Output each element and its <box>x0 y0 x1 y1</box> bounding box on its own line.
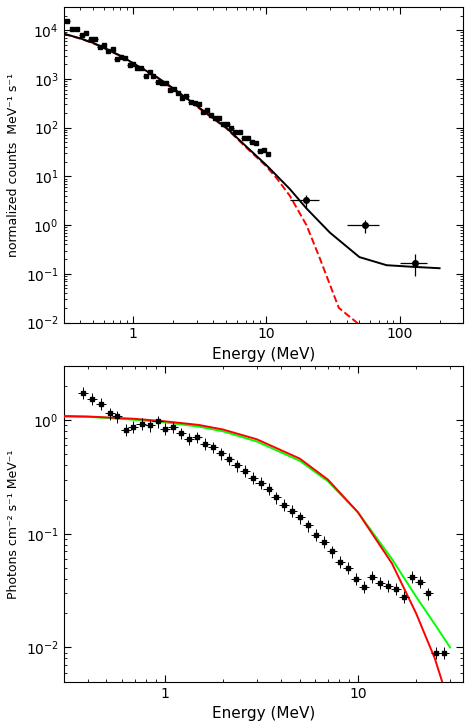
X-axis label: Energy (MeV): Energy (MeV) <box>212 347 315 362</box>
Y-axis label: normalized counts  MeV⁻¹ s⁻¹: normalized counts MeV⁻¹ s⁻¹ <box>7 73 20 257</box>
X-axis label: Energy (MeV): Energy (MeV) <box>212 706 315 721</box>
Y-axis label: Photons cm⁻² s⁻¹ MeV⁻¹: Photons cm⁻² s⁻¹ MeV⁻¹ <box>7 449 20 598</box>
